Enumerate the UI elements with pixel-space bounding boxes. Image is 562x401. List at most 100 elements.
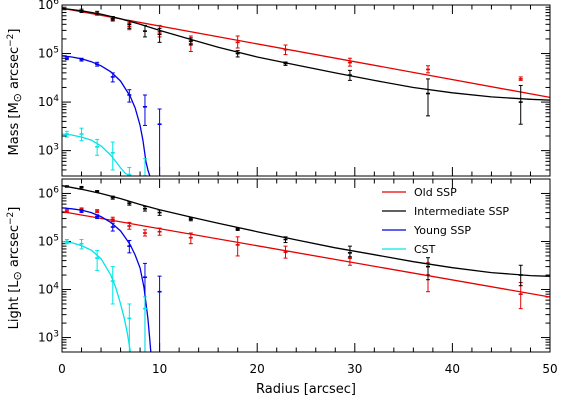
- x-tick-label: 20: [250, 362, 265, 376]
- bottom-y-axis-label: Light [L⊙ arcsec−2]: [6, 207, 24, 330]
- data-point: [157, 209, 162, 216]
- legend: Old SSP Intermediate SSP Young SSP CST: [382, 186, 509, 256]
- data-point: [142, 229, 147, 237]
- data-point: [235, 236, 240, 257]
- model-curve: [62, 7, 550, 101]
- y-tick-label: 104: [38, 94, 59, 109]
- y-tick-label: 105: [38, 46, 59, 61]
- top-series-intermediate-ssp: [62, 7, 550, 125]
- data-point: [142, 24, 147, 38]
- data-point: [79, 238, 84, 250]
- legend-label: CST: [414, 243, 436, 256]
- data-point: [142, 94, 147, 126]
- data-point: [426, 65, 430, 74]
- data-point: [188, 232, 193, 245]
- x-axis-label: Radius [arcsec]: [256, 382, 356, 397]
- y-tick-label: 103: [38, 143, 59, 158]
- bottom-plot-frame: [61, 178, 551, 353]
- data-point: [518, 264, 523, 287]
- data-point: [64, 56, 69, 61]
- model-curve: [62, 55, 151, 176]
- data-point: [283, 61, 288, 66]
- data-point: [110, 72, 115, 83]
- legend-label: Old SSP: [414, 186, 457, 199]
- model-curve: [62, 133, 131, 176]
- data-point: [426, 257, 430, 281]
- data-point: [110, 222, 115, 232]
- data-point: [79, 57, 84, 62]
- data-point: [64, 238, 69, 245]
- data-point: [64, 185, 69, 188]
- data-point: [127, 239, 132, 254]
- y-tick-label: 105: [38, 233, 59, 248]
- bottom-series-old-ssp: [62, 207, 550, 310]
- data-point: [95, 190, 100, 193]
- x-tick-label: 50: [542, 362, 557, 376]
- top-panel: 103 104 105 106: [38, 0, 551, 177]
- legend-label: Young SSP: [413, 224, 471, 237]
- data-point: [64, 209, 69, 214]
- y-tick-label: 106: [38, 0, 59, 12]
- data-point: [142, 206, 147, 212]
- data-point: [110, 216, 115, 223]
- data-point: [127, 221, 132, 230]
- data-point: [95, 10, 100, 16]
- data-point: [110, 266, 115, 305]
- y-tick-label: 106: [38, 185, 59, 200]
- data-point: [347, 245, 352, 258]
- data-point: [347, 69, 352, 81]
- data-point: [110, 15, 115, 22]
- bottom-panel: 103 104 105 106 0 10 20 30 40 50 Old SSP Intermedia…: [38, 178, 558, 376]
- model-curve: [62, 7, 550, 99]
- legend-label: Intermediate SSP: [414, 205, 509, 218]
- data-point: [283, 236, 288, 244]
- data-point: [127, 201, 132, 206]
- data-point: [95, 214, 100, 220]
- model-curve: [62, 185, 550, 277]
- data-point: [95, 138, 100, 156]
- data-point: [79, 185, 84, 189]
- data-point: [110, 141, 115, 171]
- legend-item: CST: [382, 243, 436, 256]
- legend-item: Intermediate SSP: [382, 205, 509, 218]
- data-point: [235, 50, 240, 58]
- model-curve: [62, 210, 550, 298]
- top-series-old-ssp: [62, 7, 550, 99]
- data-point: [127, 20, 132, 29]
- data-point: [127, 166, 132, 176]
- data-point: [157, 27, 162, 43]
- data-point: [79, 127, 84, 142]
- data-point: [64, 130, 69, 138]
- data-point: [347, 57, 352, 67]
- data-point: [142, 296, 147, 352]
- data-point: [283, 44, 288, 56]
- data-point: [157, 227, 162, 236]
- data-point: [79, 8, 84, 14]
- data-point: [127, 303, 132, 352]
- model-curve: [62, 207, 152, 352]
- data-point: [127, 89, 132, 103]
- top-series-cst: [62, 127, 147, 176]
- data-point: [235, 35, 240, 49]
- legend-item: Young SSP: [382, 224, 471, 237]
- x-tick-label: 30: [347, 362, 362, 376]
- data-point: [95, 249, 100, 271]
- data-point: [188, 217, 193, 222]
- x-tick-label: 10: [152, 362, 167, 376]
- x-tick-label: 40: [445, 362, 460, 376]
- top-plot-frame: [61, 4, 551, 177]
- x-tick-label: 0: [58, 362, 66, 376]
- top-y-axis-label: Mass [M⊙ arcsec−2]: [6, 29, 24, 156]
- bottom-series-intermediate-ssp: [62, 185, 550, 287]
- top-series-young-ssp: [62, 55, 162, 176]
- bottom-series-cst: [62, 238, 147, 352]
- data-point: [283, 245, 288, 259]
- data-point: [518, 281, 523, 310]
- data-point: [157, 275, 162, 352]
- data-point: [426, 78, 430, 117]
- data-point: [95, 209, 100, 214]
- data-point: [110, 195, 115, 200]
- data-point: [79, 209, 84, 214]
- data-point: [518, 84, 523, 125]
